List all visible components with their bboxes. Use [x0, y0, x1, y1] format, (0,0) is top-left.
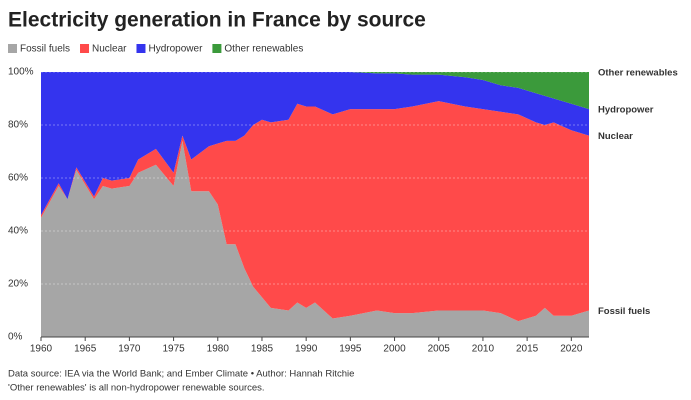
- series-label: Nuclear: [598, 131, 633, 142]
- area: [41, 101, 589, 322]
- y-tick-label: 80%: [8, 120, 28, 131]
- footnote: 'Other renewables' is all non-hydropower…: [8, 383, 265, 394]
- x-tick-label: 2005: [428, 344, 451, 355]
- x-tick-label: 2015: [516, 344, 539, 355]
- x-tick-label: 2010: [472, 344, 495, 355]
- source-note: Data source: IEA via the World Bank; and…: [8, 369, 354, 380]
- series-label: Hydropower: [598, 105, 654, 116]
- legend-swatch: [80, 44, 90, 53]
- legend-swatch: [212, 44, 222, 53]
- y-tick-label: 0%: [8, 332, 23, 343]
- x-tick-label: 2000: [383, 344, 406, 355]
- area: [41, 72, 589, 110]
- x-tick-label: 1995: [339, 344, 362, 355]
- series-label: Other renewables: [598, 68, 678, 79]
- legend-swatch: [8, 44, 17, 53]
- y-tick-label: 20%: [8, 279, 28, 290]
- legend-swatch: [136, 44, 146, 53]
- y-tick-label: 100%: [8, 67, 34, 78]
- legend-label: Hydropower: [148, 44, 203, 55]
- chart-title: Electricity generation in France by sour…: [8, 9, 426, 32]
- x-tick-label: 1960: [30, 344, 53, 355]
- x-tick-label: 1970: [118, 344, 141, 355]
- x-tick-label: 1980: [207, 344, 230, 355]
- x-tick-label: 1965: [74, 344, 97, 355]
- series-label: Fossil fuels: [598, 306, 650, 317]
- legend-label: Fossil fuels: [20, 44, 70, 55]
- y-tick-label: 40%: [8, 226, 28, 237]
- x-tick-label: 1975: [162, 344, 185, 355]
- x-tick-label: 2020: [560, 344, 583, 355]
- x-tick-label: 1990: [295, 344, 318, 355]
- x-tick-label: 1985: [251, 344, 274, 355]
- y-tick-label: 60%: [8, 173, 28, 184]
- area: [41, 72, 589, 216]
- area: [41, 140, 589, 337]
- legend-label: Other renewables: [224, 44, 303, 55]
- legend-label: Nuclear: [92, 44, 127, 55]
